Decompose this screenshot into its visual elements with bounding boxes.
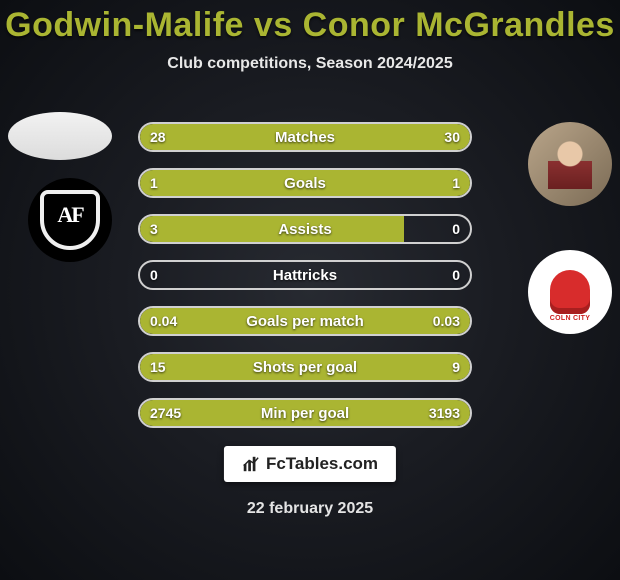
stat-label: Min per goal [140, 405, 470, 422]
brand-badge: FcTables.com [224, 446, 396, 482]
stat-row: 00Hattricks [138, 260, 472, 290]
stat-label: Goals per match [140, 313, 470, 330]
stat-row: 159Shots per goal [138, 352, 472, 382]
stat-row: 11Goals [138, 168, 472, 198]
chart-icon [242, 455, 260, 473]
page-title: Godwin-Malife vs Conor McGrandles [0, 0, 620, 45]
stat-label: Assists [140, 221, 470, 238]
player-left-club-badge [28, 178, 112, 262]
stat-row: 27453193Min per goal [138, 398, 472, 428]
subtitle: Club competitions, Season 2024/2025 [0, 55, 620, 73]
stat-row: 2830Matches [138, 122, 472, 152]
stat-label: Goals [140, 175, 470, 192]
date-label: 22 february 2025 [0, 500, 620, 518]
stat-label: Hattricks [140, 267, 470, 284]
stat-row: 30Assists [138, 214, 472, 244]
brand-label: FcTables.com [266, 454, 378, 474]
stat-row: 0.040.03Goals per match [138, 306, 472, 336]
player-right-club-badge [528, 250, 612, 334]
stat-label: Shots per goal [140, 359, 470, 376]
player-left-avatar [8, 112, 112, 160]
player-right-avatar [528, 122, 612, 206]
stats-comparison: 2830Matches 11Goals 30Assists 00Hattricks 0.… [138, 122, 472, 444]
stat-label: Matches [140, 129, 470, 146]
